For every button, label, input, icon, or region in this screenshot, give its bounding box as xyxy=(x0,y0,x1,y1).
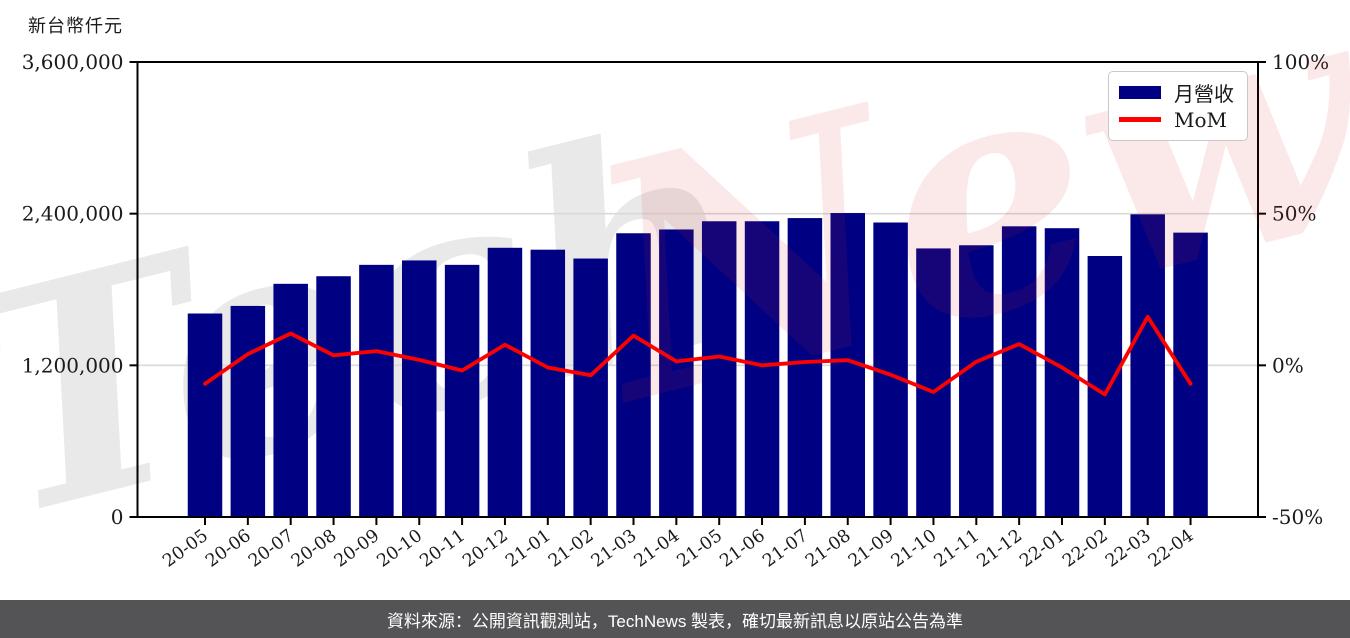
left-axis-tick-label: 0 xyxy=(111,505,124,529)
revenue-bar-22-03 xyxy=(1130,214,1165,517)
revenue-bar-20-06 xyxy=(230,305,266,517)
x-axis-tick-label: 21-11 xyxy=(931,526,984,572)
mom-swatch-icon xyxy=(1119,117,1161,122)
revenue-bar-22-01 xyxy=(1044,228,1080,517)
x-axis-tick-label: 21-12 xyxy=(974,526,1027,572)
revenue-bar-22-04 xyxy=(1173,232,1208,517)
x-axis-tick-label: 22-01 xyxy=(1016,526,1069,572)
revenue-bar-21-03 xyxy=(616,233,651,517)
revenue-bar-21-11 xyxy=(959,245,994,517)
right-axis-tick-label: 50% xyxy=(1272,202,1316,226)
plot-border xyxy=(136,61,1259,518)
legend-item-revenue: 月營收 xyxy=(1119,79,1237,106)
revenue-bar-20-09 xyxy=(359,264,394,517)
left-axis-tick-label: 1,200,000 xyxy=(22,353,124,377)
legend-revenue-label: 月營收 xyxy=(1174,82,1234,106)
revenue-bar-21-04 xyxy=(659,229,694,517)
x-axis-tick-label: 21-06 xyxy=(716,526,769,572)
x-axis-tick-label: 21-09 xyxy=(845,526,898,572)
x-axis-tick-label: 21-04 xyxy=(631,526,684,572)
x-axis-tick-label: 22-04 xyxy=(1145,526,1198,572)
x-axis-tick-label: 20-12 xyxy=(459,526,512,572)
revenue-swatch-icon xyxy=(1119,86,1161,99)
revenue-bar-21-12 xyxy=(1001,226,1037,518)
x-axis-tick-label: 21-03 xyxy=(588,526,641,572)
revenue-bar-21-05 xyxy=(701,221,737,517)
x-axis-tick-label: 20-08 xyxy=(288,526,341,572)
x-axis-tick-label: 20-10 xyxy=(374,526,427,572)
revenue-bar-20-05 xyxy=(187,313,223,517)
x-axis-tick-label: 21-10 xyxy=(888,526,941,572)
legend-item-mom: MoM xyxy=(1119,106,1237,133)
source-footer: 資料來源：公開資訊觀測站，TechNews 製表，確切最新訊息以原站公告為準 xyxy=(0,600,1350,638)
x-axis-tick-label: 20-07 xyxy=(245,526,298,572)
x-axis-tick-label: 20-11 xyxy=(416,526,469,572)
x-axis-tick-label: 21-05 xyxy=(674,526,727,572)
chart-plot-area: 0 1,200,000 2,400,000 3,600,000 -50% 0% 50% 100… xyxy=(22,50,1329,572)
source-footer-text: 資料來源：公開資訊觀測站，TechNews 製表，確切最新訊息以原站公告為準 xyxy=(386,611,964,631)
legend: 月營收 MoM xyxy=(1108,71,1248,141)
right-axis-tick-label: 100% xyxy=(1272,50,1329,74)
revenue-bar-21-01 xyxy=(530,249,566,517)
x-axis-tick-label: 20-06 xyxy=(202,526,255,572)
x-axis-tick-label: 20-05 xyxy=(159,526,212,572)
revenue-bar-20-11 xyxy=(444,264,480,517)
legend-mom-label: MoM xyxy=(1174,107,1227,132)
revenue-bar-20-08 xyxy=(316,276,351,517)
x-axis-tick-label: 21-01 xyxy=(502,526,555,572)
right-axis-tick-label: -50% xyxy=(1272,505,1323,529)
revenue-bar-21-07 xyxy=(787,218,823,517)
mom-line xyxy=(203,314,1193,397)
revenue-bar-21-06 xyxy=(744,221,780,517)
x-axis-tick-label: 22-03 xyxy=(1102,526,1155,572)
right-axis-tick-label: 0% xyxy=(1272,353,1304,377)
left-axis-tick-label: 3,600,000 xyxy=(22,50,124,74)
x-axis-tick-label: 20-09 xyxy=(331,526,384,572)
y-axis-unit-label: 新台幣仟元 xyxy=(28,16,123,37)
revenue-bar-21-02 xyxy=(573,258,608,517)
x-axis-tick-label: 21-02 xyxy=(545,526,598,572)
left-axis-tick-label: 2,400,000 xyxy=(22,202,124,226)
revenue-bar-20-12 xyxy=(487,247,523,517)
x-axis-tick-label: 22-02 xyxy=(1059,526,1112,572)
x-axis-tick-label: 21-07 xyxy=(759,526,812,572)
revenue-bar-20-10 xyxy=(402,260,437,517)
revenue-bar-20-07 xyxy=(273,283,308,517)
x-axis-tick-label: 21-08 xyxy=(802,526,855,572)
